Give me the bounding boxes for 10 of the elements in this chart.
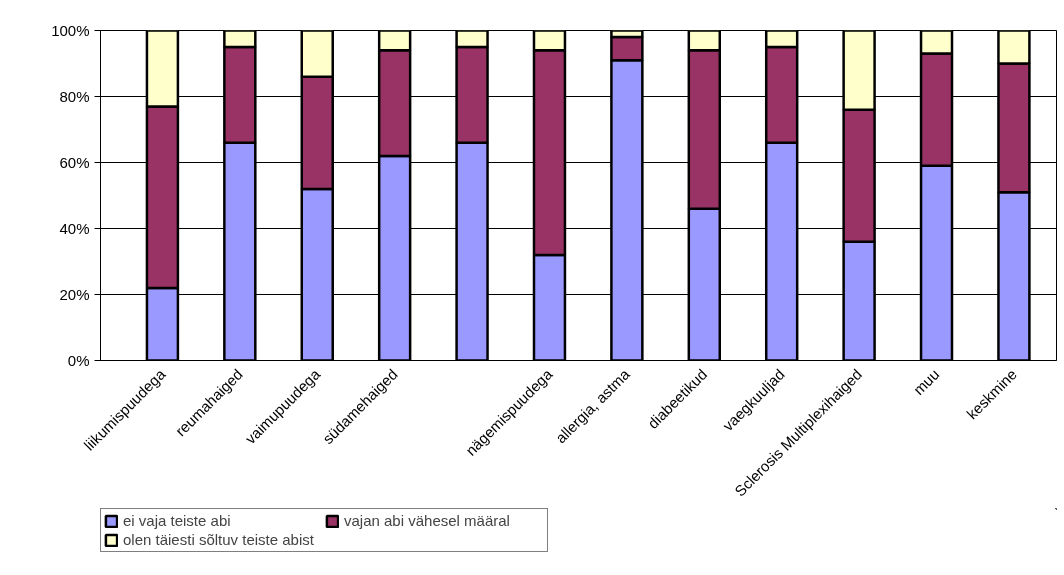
legend-label: ei vaja teiste abi (123, 512, 232, 529)
y-tick-label: 80% (59, 88, 90, 105)
y-tick-label: 20% (59, 286, 90, 303)
y-tick-label: 100% (51, 22, 90, 39)
x-tick-label: muu (909, 365, 943, 399)
y-tick-label: 0% (67, 352, 90, 369)
y-tick-label: 60% (59, 154, 90, 171)
y-tick-label: 40% (59, 220, 90, 237)
legend-label: olen täiesti sõltuv teiste abist (123, 531, 315, 548)
legend-label: vajan abi vähesel määral (344, 512, 511, 529)
